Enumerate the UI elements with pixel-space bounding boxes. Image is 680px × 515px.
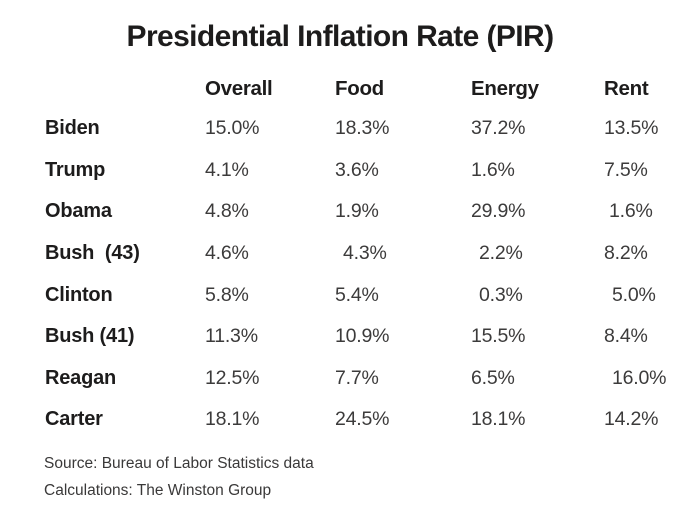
cell-overall: 11.3%: [205, 325, 258, 348]
cell-food: 24.5%: [335, 408, 390, 431]
row-label: Bush (41): [45, 325, 135, 348]
source-line: Source: Bureau of Labor Statistics data: [44, 454, 314, 472]
row-label: Trump: [45, 158, 106, 181]
cell-energy: 15.5%: [471, 325, 526, 348]
cell-food: 3.6%: [335, 158, 379, 181]
column-header-energy: Energy: [471, 77, 539, 100]
row-label: Obama: [45, 200, 112, 223]
cell-food: 1.9%: [335, 200, 379, 223]
cell-rent: 8.2%: [604, 242, 648, 265]
column-header-overall: Overall: [205, 77, 273, 100]
cell-energy: 37.2%: [471, 117, 526, 140]
cell-rent: 1.6%: [609, 200, 653, 223]
page-title: Presidential Inflation Rate (PIR): [126, 20, 555, 53]
cell-rent: 7.5%: [604, 158, 648, 181]
table-body: Biden 15.0% 18.3% 37.2% 13.5% Trump 4.1%…: [0, 108, 680, 441]
cell-energy: 1.6%: [471, 158, 515, 181]
column-header-food: Food: [335, 77, 384, 100]
column-header-rent: Rent: [604, 77, 649, 100]
cell-rent: 8.4%: [604, 325, 648, 348]
cell-energy: 0.3%: [479, 283, 523, 306]
cell-food: 10.9%: [335, 325, 390, 348]
table-row-biden: Biden 15.0% 18.3% 37.2% 13.5%: [0, 108, 680, 150]
cell-overall: 15.0%: [205, 117, 260, 140]
cell-food: 5.4%: [335, 283, 379, 306]
calculations-line: Calculations: The Winston Group: [44, 481, 272, 499]
cell-energy: 6.5%: [471, 366, 515, 389]
cell-food: 18.3%: [335, 117, 390, 140]
cell-overall: 4.1%: [205, 158, 249, 181]
row-label: Carter: [45, 408, 103, 431]
table-header-row: Overall Food Energy Rent: [0, 77, 680, 101]
cell-overall: 5.8%: [205, 283, 249, 306]
cell-energy: 18.1%: [471, 408, 526, 431]
row-label: Reagan: [45, 366, 117, 389]
table-row-bush-41: Bush (41) 11.3% 10.9% 15.5% 8.4%: [0, 316, 680, 358]
table-row-reagan: Reagan 12.5% 7.7% 6.5% 16.0%: [0, 358, 680, 400]
cell-food: 7.7%: [335, 366, 379, 389]
table-row-carter: Carter 18.1% 24.5% 18.1% 14.2%: [0, 399, 680, 441]
cell-rent: 5.0%: [612, 283, 656, 306]
row-label: Biden: [45, 117, 100, 140]
row-label: Clinton: [45, 283, 113, 306]
cell-overall: 12.5%: [205, 366, 260, 389]
cell-food: 4.3%: [343, 242, 387, 265]
table-row-bush-43: Bush (43) 4.6% 4.3% 2.2% 8.2%: [0, 233, 680, 275]
table-row-trump: Trump 4.1% 3.6% 1.6% 7.5%: [0, 150, 680, 192]
row-label: Bush (43): [45, 242, 140, 265]
table-row-clinton: Clinton 5.8% 5.4% 0.3% 5.0%: [0, 274, 680, 316]
table-row-obama: Obama 4.8% 1.9% 29.9% 1.6%: [0, 191, 680, 233]
cell-rent: 16.0%: [612, 366, 667, 389]
cell-rent: 13.5%: [604, 117, 659, 140]
cell-energy: 29.9%: [471, 200, 526, 223]
cell-rent: 14.2%: [604, 408, 659, 431]
cell-overall: 4.8%: [205, 200, 249, 223]
cell-overall: 18.1%: [205, 408, 260, 431]
attribution: Source: Bureau of Labor Statistics data …: [0, 450, 680, 504]
cell-overall: 4.6%: [205, 242, 249, 265]
cell-energy: 2.2%: [479, 242, 523, 265]
